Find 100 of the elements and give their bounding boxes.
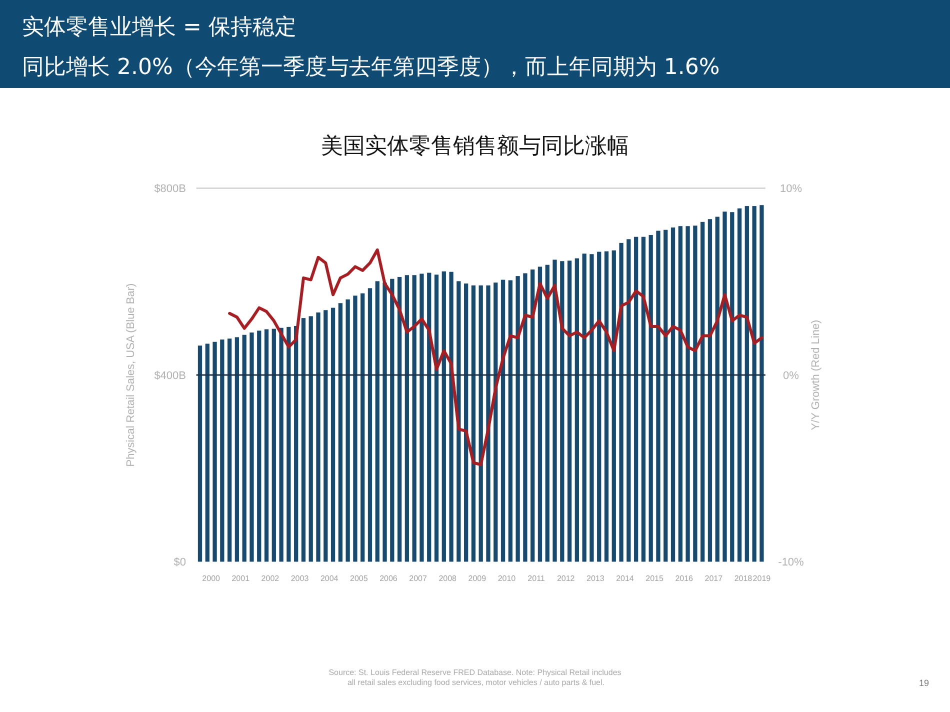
- y-axis-title: Physical Retail Sales, USA (Blue Bar): [125, 283, 137, 467]
- bar: [597, 252, 602, 562]
- bar: [478, 285, 483, 562]
- bar: [760, 205, 764, 562]
- bar: [664, 230, 668, 562]
- bar: [456, 281, 461, 562]
- bar: [279, 328, 284, 562]
- x-tick-label: 2019: [752, 574, 772, 583]
- bar: [434, 274, 439, 562]
- source-note: Source: St. Louis Federal Reserve FRED Database. Note: Physical Retail includes: [328, 668, 622, 677]
- bar: [494, 282, 498, 562]
- bar: [722, 212, 727, 562]
- bar: [412, 275, 416, 562]
- bar: [390, 278, 394, 562]
- bar: [301, 318, 306, 562]
- x-tick-label: 2010: [498, 574, 516, 583]
- text: 19: [918, 678, 930, 688]
- bar: [272, 328, 276, 562]
- bar: [700, 222, 705, 562]
- bar: [294, 326, 298, 562]
- y-tick-label: $800B: [154, 183, 186, 196]
- bar: [678, 226, 682, 562]
- x-tick-label: 2006: [380, 574, 398, 583]
- text: all retail sales excluding food services, motor vehicles / auto parts & fuel.: [347, 678, 605, 687]
- bar: [612, 250, 616, 562]
- bar: [464, 284, 468, 562]
- bar: [574, 258, 579, 562]
- bar: [471, 285, 476, 562]
- bar: [316, 312, 320, 562]
- bar: [404, 275, 410, 562]
- bar: [523, 273, 528, 562]
- bar: [648, 234, 653, 562]
- bar: [353, 296, 358, 562]
- x-tick-label: 2013: [586, 574, 605, 583]
- bar: [641, 236, 646, 562]
- x-tick-label: 2004: [320, 574, 339, 583]
- y2-tick-label: -10%: [778, 556, 804, 569]
- bar: [382, 282, 387, 562]
- bar: [250, 332, 254, 562]
- bar: [686, 226, 690, 562]
- bar: [715, 216, 720, 562]
- x-tick-label: 2000: [202, 574, 221, 583]
- bar: [744, 206, 749, 562]
- bar: [752, 206, 756, 562]
- x-tick-label: 2018: [734, 574, 753, 583]
- y2-tick-label: 0%: [783, 370, 800, 382]
- x-tick-label: 2016: [675, 574, 694, 583]
- x-tick-label: 2011: [528, 574, 546, 583]
- bar: [212, 342, 217, 562]
- bar: [730, 212, 734, 562]
- bar: [500, 280, 506, 562]
- bar: [368, 288, 372, 562]
- bar: [670, 228, 676, 562]
- y-tick-label: $400B: [154, 370, 186, 382]
- bar: [656, 230, 660, 562]
- x-tick-label: 2009: [468, 574, 487, 583]
- bar: [257, 330, 262, 562]
- bar: [234, 337, 240, 562]
- x-tick-label: 2017: [704, 574, 724, 583]
- bar: [442, 271, 446, 562]
- x-tick-label: 2003: [290, 574, 310, 583]
- bar: [545, 264, 550, 562]
- bar: [626, 239, 631, 562]
- bar: [427, 272, 432, 562]
- x-tick-label: 2001: [232, 574, 250, 583]
- x-tick-label: 2015: [646, 574, 664, 583]
- bar: [567, 260, 572, 562]
- bar: [552, 260, 557, 562]
- bar: [582, 254, 586, 562]
- bar: [198, 346, 202, 562]
- bar: [619, 242, 624, 562]
- bar: [242, 334, 246, 562]
- bar: [508, 280, 512, 562]
- bar: [590, 254, 594, 562]
- chart-title: 实体零售业增长 = 保持稳定: [22, 15, 296, 40]
- bar: [360, 293, 365, 562]
- bar: [308, 316, 313, 562]
- bar: [737, 208, 742, 562]
- x-tick-label: 2008: [438, 574, 458, 583]
- bar: [397, 276, 402, 562]
- bar: [338, 303, 342, 562]
- bar: [538, 266, 542, 562]
- bar: [220, 340, 224, 562]
- bar: [264, 329, 269, 562]
- x-tick-label: 2007: [409, 574, 428, 583]
- line-series: [228, 248, 764, 466]
- text: 美国实体零售销售额与同比涨幅: [321, 134, 629, 159]
- bar: [286, 326, 291, 562]
- y-tick-label: $0: [174, 556, 186, 569]
- x-tick-label: 2005: [350, 574, 368, 583]
- x-tick-label: 2002: [261, 574, 280, 583]
- bar: [205, 344, 210, 562]
- bar: [693, 226, 698, 562]
- bar: [346, 299, 350, 562]
- bar: [449, 272, 454, 562]
- x-tick-label: 2012: [556, 574, 576, 583]
- bar: [604, 251, 609, 562]
- bar: [330, 308, 336, 562]
- y2-axis-title: Y/Y Growth (Red Line): [810, 320, 822, 430]
- bar: [375, 281, 380, 562]
